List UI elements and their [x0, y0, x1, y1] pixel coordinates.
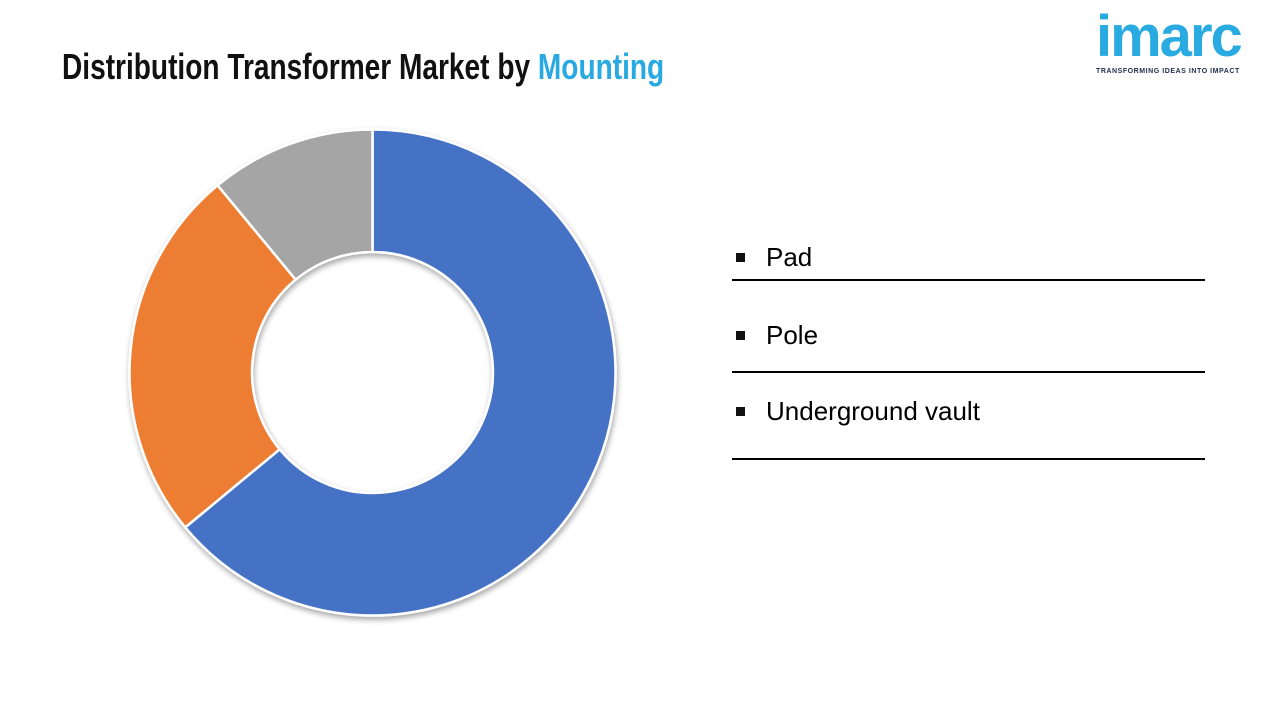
- legend-item-label: Underground vault: [766, 396, 980, 426]
- square-bullet-icon: [736, 407, 745, 416]
- chart-legend: Pad Pole Underground vault: [732, 0, 1205, 500]
- page-title: Distribution Transformer Market by Mount…: [62, 46, 664, 88]
- donut-chart: [128, 128, 617, 617]
- page-title-accent: Mounting: [537, 46, 665, 87]
- page-title-main: Distribution Transformer Market by: [62, 46, 538, 87]
- donut-chart-svg: [128, 128, 617, 617]
- imarc-logo: imarc TRANSFORMING IDEAS INTO IMPACT: [1096, 4, 1256, 76]
- legend-divider-line: [732, 458, 1205, 460]
- imarc-tagline: TRANSFORMING IDEAS INTO IMPACT: [1096, 68, 1240, 75]
- legend-item-pole: Pole: [732, 320, 818, 351]
- square-bullet-icon: [736, 253, 745, 262]
- legend-item-underground-vault: Underground vault: [732, 396, 980, 427]
- legend-item-label: Pad: [766, 242, 813, 272]
- donut-slice-pole: [128, 184, 297, 529]
- imarc-wordmark: imarc: [1096, 4, 1243, 69]
- legend-divider-line: [732, 279, 1205, 281]
- legend-item-label: Pole: [766, 320, 819, 350]
- legend-divider-line: [732, 371, 1205, 373]
- square-bullet-icon: [736, 331, 745, 340]
- donut-slice-underground-vault: [216, 128, 374, 281]
- donut-slice-pad: [184, 128, 617, 617]
- legend-item-pad: Pad: [732, 242, 812, 273]
